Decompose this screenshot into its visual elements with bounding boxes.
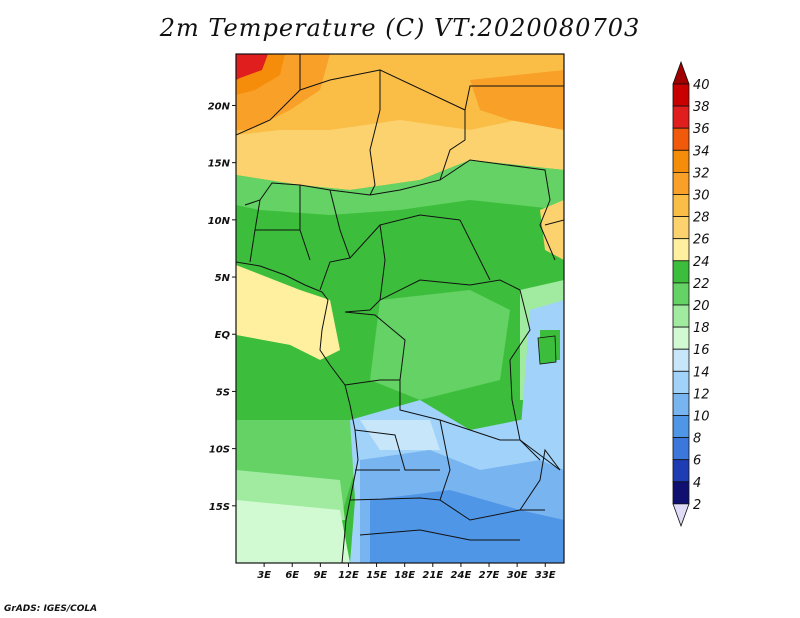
lon-label: 6E	[285, 570, 299, 581]
grads-credit: GrADS: IGES/COLA	[4, 604, 98, 614]
lon-label: 27E	[479, 570, 500, 581]
temperature-field	[235, 53, 565, 564]
map-title: 2m Temperature (C) VT:2020080703	[159, 14, 641, 42]
lon-label: 12E	[338, 570, 359, 581]
colorbar-swatch	[672, 348, 690, 372]
colorbar-label: 26	[693, 233, 710, 248]
colorbar-swatch	[672, 149, 690, 173]
colorbar-label: 14	[693, 365, 710, 380]
lat-label: 20N	[208, 101, 231, 112]
colorbar-swatch	[672, 326, 690, 350]
lat-label: 10S	[209, 445, 230, 456]
colorbar-label: 32	[693, 166, 710, 181]
colorbar-swatch	[672, 481, 690, 505]
colorbar-swatch	[672, 260, 690, 284]
colorbar-min-triangle	[672, 503, 690, 528]
colorbar-swatch	[672, 171, 690, 195]
colorbar-label: 40	[693, 78, 710, 93]
colorbar-label: 18	[693, 321, 710, 336]
colorbar-swatch	[672, 105, 690, 129]
longitude-axis: 3E 6E 9E 12E 15E 18E 21E 24E 27E 30E 33E	[257, 563, 556, 581]
colorbar-label: 16	[693, 343, 710, 358]
lon-label: 33E	[535, 570, 556, 581]
lon-label: 18E	[394, 570, 415, 581]
colorbar-label: 38	[693, 100, 710, 115]
lat-label: 15S	[209, 502, 230, 513]
colorbar-swatch	[672, 459, 690, 483]
lat-label: EQ	[215, 330, 231, 341]
colorbar-swatch	[672, 304, 690, 328]
colorbar-swatch	[672, 282, 690, 306]
colorbar-label: 34	[693, 144, 710, 159]
lat-label: 10N	[208, 216, 231, 227]
lat-label: 15N	[208, 159, 231, 170]
latitude-axis: 20N 15N 10N 5N EQ 5S 10S 15S	[208, 101, 236, 513]
lon-label: 9E	[313, 570, 327, 581]
colorbar-max-triangle	[672, 60, 690, 85]
colorbar-label: 2	[693, 498, 701, 513]
lon-label: 21E	[422, 570, 443, 581]
colorbar-label: 28	[693, 211, 710, 226]
lon-label: 24E	[451, 570, 472, 581]
lat-label: 5N	[215, 273, 231, 284]
lon-label: 3E	[257, 570, 271, 581]
colorbar-label: 30	[693, 189, 710, 204]
colorbar-label: 6	[693, 454, 701, 469]
colorbar-label: 36	[693, 122, 710, 137]
colorbar-swatch	[672, 392, 690, 416]
colorbar-swatch	[672, 216, 690, 240]
lon-label: 15E	[366, 570, 387, 581]
colorbar-label: 10	[693, 410, 710, 425]
colorbar-label: 12	[693, 387, 710, 402]
colorbar-swatch	[672, 415, 690, 439]
colorbar-label: 22	[693, 277, 710, 292]
colorbar-swatch	[672, 194, 690, 218]
colorbar-label: 24	[693, 255, 710, 270]
colorbar-swatch	[672, 83, 690, 107]
colorbar-swatch	[672, 370, 690, 394]
colorbar-label: 8	[693, 432, 701, 447]
colorbar: 40 38 36 34 32 30 28 26 24 22 20 18 16 14 12 10 8 6 4 2	[672, 60, 710, 528]
lon-label: 30E	[507, 570, 528, 581]
lat-label: 5S	[216, 387, 230, 398]
colorbar-swatch	[672, 238, 690, 262]
colorbar-swatch	[672, 437, 690, 461]
colorbar-label: 4	[693, 476, 701, 491]
colorbar-swatch	[672, 127, 690, 151]
colorbar-label: 20	[693, 299, 710, 314]
